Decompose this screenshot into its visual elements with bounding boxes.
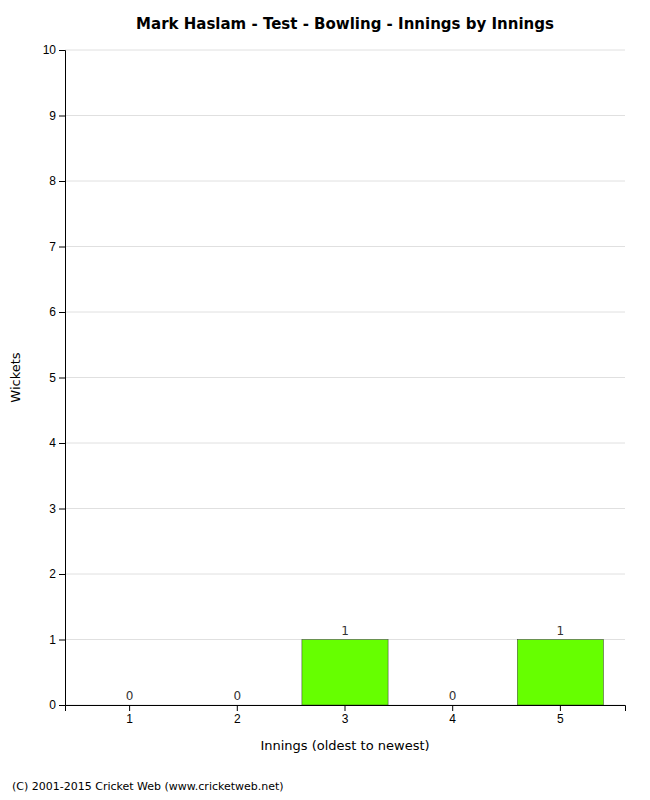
x-tick-mark (345, 705, 346, 711)
bars (302, 640, 604, 706)
x-tick: 2 (234, 705, 241, 726)
y-tick: 4 (49, 436, 65, 450)
y-tick-label: 6 (49, 305, 56, 319)
footer: (C) 2001-2015 Cricket Web (www.cricketwe… (12, 780, 284, 793)
data-label: 0 (126, 689, 134, 703)
x-tick-label: 5 (557, 712, 564, 726)
y-axis-line (59, 51, 66, 706)
y-tick: 6 (49, 305, 65, 319)
y-tick-label: 3 (49, 502, 56, 516)
x-tick: 3 (342, 705, 349, 726)
y-tick-label: 9 (49, 109, 56, 123)
y-tick-mark (59, 509, 65, 510)
x-tick-mark (237, 705, 238, 711)
grid-line (65, 377, 625, 378)
y-tick-label: 10 (43, 43, 57, 57)
title: Mark Haslam - Test - Bowling - Innings b… (136, 15, 554, 33)
bar (302, 640, 388, 706)
y-tick-label: 4 (49, 436, 56, 450)
y-tick-label: 1 (49, 633, 56, 647)
grid-line (65, 246, 625, 247)
x-tick-label: 4 (449, 712, 456, 726)
y-tick: 10 (43, 43, 65, 57)
y-tick: 0 (49, 698, 65, 712)
x-tick-label: 2 (234, 712, 241, 726)
y-tick-mark (59, 247, 65, 248)
chart: 0010101234567891012345Mark Haslam - Test… (0, 0, 650, 800)
y-tick-mark (59, 181, 65, 182)
y-tick-label: 5 (49, 371, 56, 385)
grid-line (65, 50, 625, 51)
x-tick-label: 1 (126, 712, 133, 726)
y-tick: 2 (49, 567, 65, 581)
grid-line (65, 181, 625, 182)
y-tick-mark (59, 574, 65, 575)
y-tick: 8 (49, 174, 65, 188)
data-label: 0 (449, 689, 457, 703)
x-tick: 5 (557, 705, 564, 726)
y-axis-title: Wickets (8, 352, 23, 402)
y-tick-mark (59, 443, 65, 444)
y-tick-mark (59, 640, 65, 641)
plot: 0010101234567891012345 (43, 43, 626, 725)
y-tick: 9 (49, 109, 65, 123)
y-tick-mark (59, 312, 65, 313)
grid-line (65, 574, 625, 575)
bar (517, 640, 603, 706)
y-axis: 0 1 2 3 4 5 6 7 8 9 10 (43, 43, 66, 712)
x-axis: 1 2 3 4 5 (66, 705, 626, 726)
y-tick: 7 (49, 240, 65, 254)
y-tick: 1 (49, 633, 65, 647)
x-tick-mark (452, 705, 453, 711)
y-tick: 5 (49, 371, 65, 385)
grid-line (65, 115, 625, 116)
x-axis-line (66, 706, 626, 712)
y-tick-label: 0 (49, 698, 56, 712)
x-axis-title: Innings (oldest to newest) (260, 738, 429, 753)
y-tick-mark (59, 705, 65, 706)
x-tick: 1 (126, 705, 133, 726)
grid (65, 50, 625, 705)
x-tick-mark (129, 705, 130, 711)
data-label: 1 (557, 624, 565, 638)
grid-line (65, 312, 625, 313)
y-tick-label: 8 (49, 174, 56, 188)
grid-line (65, 443, 625, 444)
data-labels: 0 0 1 0 1 (126, 624, 564, 704)
y-tick-label: 7 (49, 240, 56, 254)
y-tick-mark (59, 50, 65, 51)
data-label: 0 (233, 689, 241, 703)
bar (410, 705, 496, 706)
y-tick: 3 (49, 502, 65, 516)
bar (194, 705, 280, 706)
y-tick-mark (59, 378, 65, 379)
y-tick-label: 2 (49, 567, 56, 581)
x-tick: 4 (449, 705, 456, 726)
grid-line (65, 508, 625, 509)
x-tick-mark (560, 705, 561, 711)
y-tick-mark (59, 116, 65, 117)
data-label: 1 (341, 624, 349, 638)
x-tick-label: 3 (342, 712, 349, 726)
bar (87, 705, 173, 706)
